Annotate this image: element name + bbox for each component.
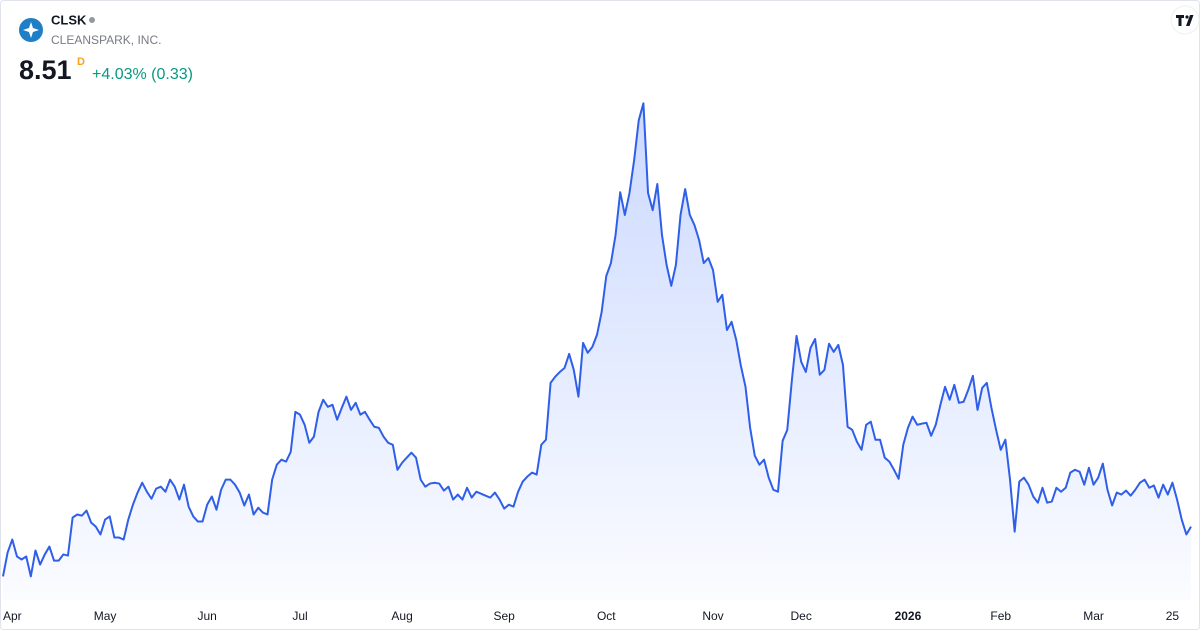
x-tick-label: Jun (198, 609, 217, 623)
status-dot (89, 17, 95, 23)
x-tick-label: 2026 (895, 609, 922, 623)
interval: D (77, 56, 85, 68)
logo[interactable] (1170, 5, 1200, 35)
x-tick-label: Aug (391, 609, 412, 623)
x-tick-label: Sep (494, 609, 516, 623)
plot (2, 102, 1192, 600)
x-tick-label: Jul (292, 609, 307, 623)
last-price: 8.51 (19, 55, 72, 85)
x-tick-label: Oct (597, 609, 616, 623)
x-tick-label: Dec (791, 609, 812, 623)
x-tick-label: 25 (1166, 609, 1180, 623)
area (3, 103, 1191, 600)
x-tick-label: Mar (1083, 609, 1104, 623)
symbol: CLSK (51, 12, 87, 27)
price-change: +4.03% (0.33) (92, 66, 193, 83)
x-tick-label: May (94, 609, 117, 623)
x-tick-label: Nov (702, 609, 723, 623)
company-name: CLEANSPARK, INC. (51, 33, 161, 47)
x-tick-label: Feb (990, 609, 1011, 623)
symbol-icon (19, 18, 43, 42)
price-line (2, 102, 1192, 578)
x-tick-label: Apr (3, 609, 22, 623)
